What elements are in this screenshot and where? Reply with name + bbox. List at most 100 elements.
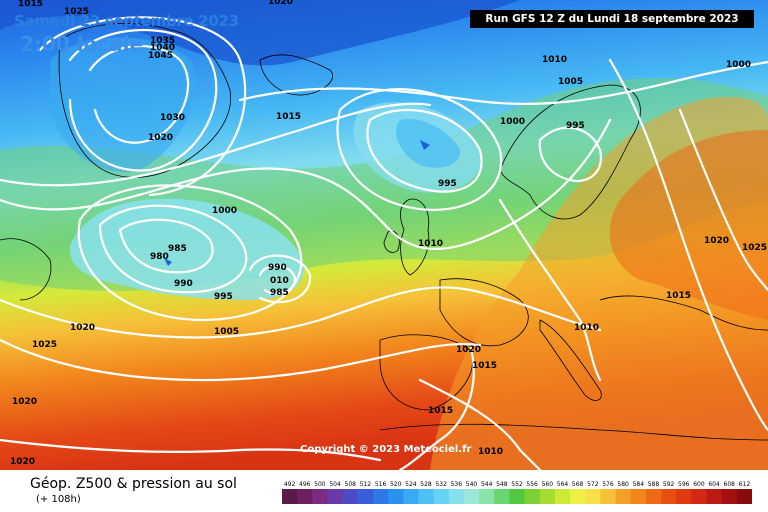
scale-swatch: [600, 489, 616, 504]
scale-tick-label: 588: [648, 481, 660, 488]
scale-tick-label: 580: [617, 481, 629, 488]
forecast-date: Samedi 23 septembre 2023: [14, 12, 239, 30]
scale-swatch: [372, 489, 389, 504]
scale-tick-label: 604: [708, 481, 720, 488]
isobar-label: 1020: [704, 236, 729, 246]
scale-tick-label: 504: [329, 481, 341, 488]
color-scale: 492 496 500 504 508 512 516 520 524 528 532 536 540 5…: [282, 481, 752, 504]
scale-swatch: [357, 489, 374, 504]
coast-france: [439, 278, 529, 347]
isobar-label: 1035: [150, 36, 175, 46]
isobars: [0, 16, 768, 470]
isobar: [258, 264, 297, 295]
scale-tick-label: 560: [542, 481, 554, 488]
isobar-label: 1010: [574, 323, 599, 333]
isobar-label: 1015: [276, 112, 301, 122]
scale-tick-label: 516: [375, 481, 387, 488]
coast-iberia: [379, 334, 473, 411]
scale-swatch: [585, 489, 601, 504]
scale-swatch: [691, 489, 707, 504]
scale-swatch: [630, 489, 647, 504]
isobar-label: 1020: [456, 345, 481, 355]
scale-swatch: [494, 489, 510, 504]
scale-tick-label: 612: [739, 481, 751, 488]
isobar-label: 1005: [558, 77, 583, 87]
coastlines: [0, 23, 768, 441]
scale-tick-label: 608: [724, 481, 736, 488]
z500-pressure-map: 1015 1020 1025 1035 1040 1045 1030 1020 …: [0, 0, 768, 470]
isobar-label: 1015: [18, 0, 43, 9]
isobar-label: 1025: [32, 340, 57, 350]
isobar: [88, 44, 190, 144]
isobar-label: 1000: [212, 206, 237, 216]
scale-swatch: [418, 489, 435, 504]
isobar-label: 990: [174, 279, 193, 289]
coast-italy: [539, 319, 602, 401]
low-center-marker: [420, 140, 430, 150]
scale-swatch: [524, 489, 541, 504]
isobar-label: 1040: [150, 43, 175, 53]
isobar: [0, 338, 482, 382]
isobar-label: 1020: [10, 457, 35, 467]
isobar-label: 1025: [742, 243, 767, 253]
scale-tick-label: 492: [284, 481, 296, 488]
field-greenland: [50, 37, 197, 172]
isobar-label: 1010: [478, 447, 503, 457]
isobar-label: 1010: [418, 239, 443, 249]
isobar: [398, 343, 475, 470]
scale-tick-label: 564: [557, 481, 569, 488]
isobar: [0, 438, 382, 462]
coast-greenland: [58, 23, 232, 178]
coast-iceland: [259, 54, 333, 96]
isobar: [538, 126, 603, 183]
field-east-europe-hot: [609, 130, 768, 320]
scale-swatch: [554, 489, 571, 504]
low-center-marker: [164, 258, 172, 266]
isobar: [336, 88, 503, 211]
scale-swatch: [297, 489, 313, 504]
forecast-local-time: 2:00 locale: [20, 32, 144, 56]
isobar-label: 1000: [500, 117, 525, 127]
isobar: [678, 108, 768, 292]
scale-swatch: [403, 489, 419, 504]
isobar: [38, 16, 247, 197]
field-low-trough: [69, 198, 304, 300]
scale-swatch: [433, 489, 450, 504]
scale-swatch: [615, 489, 632, 504]
isobar-label: 010: [270, 276, 289, 286]
isobar-label: 1025: [64, 7, 89, 17]
scale-swatch: [388, 489, 404, 504]
scale-tick-label: 512: [360, 481, 372, 488]
isobar-label: 1045: [148, 51, 173, 61]
isobar-labels: 1015 1020 1025 1035 1040 1045 1030 1020 …: [10, 0, 767, 467]
coast-north-africa: [379, 423, 768, 441]
scale-swatch: [661, 489, 677, 504]
isobar-label: 985: [168, 244, 187, 254]
scale-tick-label: 496: [299, 481, 311, 488]
scale-swatch: [721, 489, 738, 504]
copyright-notice: Copyright © 2023 Meteociel.fr: [300, 444, 472, 455]
scale-tick-label: 592: [663, 481, 675, 488]
isobar-label: 985: [270, 288, 289, 298]
scale-swatch: [706, 489, 723, 504]
model-run-label: Run GFS 12 Z du Lundi 18 septembre 2023: [470, 10, 754, 28]
isobar: [98, 204, 248, 294]
isobar: [0, 286, 602, 339]
coast-ireland: [383, 230, 400, 253]
scale-tick-label: 548: [496, 481, 508, 488]
isobar-label: 1005: [214, 327, 239, 337]
coast-north-america: [0, 238, 52, 301]
isobar-label: 1015: [428, 406, 453, 416]
isobar-label: 1010: [542, 55, 567, 65]
isobar-label: 1020: [12, 397, 37, 407]
legend-subtitle: (+ 108h): [36, 494, 81, 505]
scale-tick-label: 600: [693, 481, 705, 488]
scale-tick-label: 520: [390, 481, 402, 488]
isobar-label: 1020: [70, 323, 95, 333]
scale-tick-label: 508: [345, 481, 357, 488]
scale-swatch: [479, 489, 495, 504]
isobar: [238, 60, 768, 106]
scale-tick-label: 536: [451, 481, 463, 488]
field-arctic-cold: [0, 0, 520, 66]
